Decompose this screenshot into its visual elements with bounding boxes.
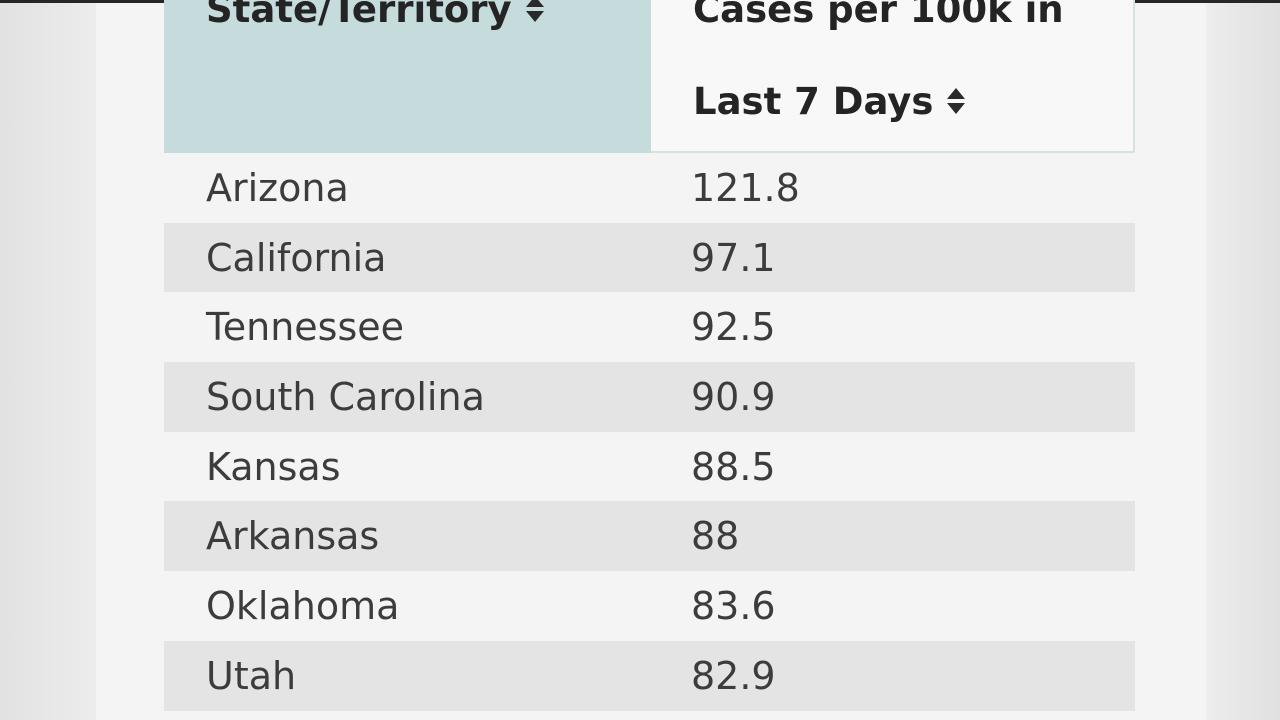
state-cell: Arizona bbox=[206, 165, 349, 210]
table-row: Arkansas 88 bbox=[164, 501, 1135, 572]
cases-cell: 121.8 bbox=[691, 165, 800, 210]
column-header-cases[interactable]: Cases per 100k in Last 7 Days bbox=[651, 0, 1135, 153]
cases-cell: 97.1 bbox=[691, 235, 776, 280]
state-cell: California bbox=[206, 235, 387, 280]
table-row: California 97.1 bbox=[164, 222, 1135, 293]
table-header: State/Territory Cases per 100k in Last 7… bbox=[164, 0, 1135, 153]
cases-cell: 88 bbox=[691, 514, 740, 559]
state-cell: Arkansas bbox=[206, 514, 380, 559]
cases-cell: 88.5 bbox=[691, 444, 776, 489]
sort-icon[interactable] bbox=[524, 0, 546, 25]
state-cell: Utah bbox=[206, 653, 297, 698]
cases-cell: 83.6 bbox=[691, 583, 776, 628]
table-row: Oklahoma 83.6 bbox=[164, 571, 1135, 641]
state-cell: Tennessee bbox=[206, 305, 405, 350]
state-header-text: State/Territory bbox=[206, 0, 512, 31]
cases-table: State/Territory Cases per 100k in Last 7… bbox=[164, 0, 1135, 711]
table-body: Arizona 121.8 California 97.1 Tennessee … bbox=[164, 153, 1135, 711]
column-header-state[interactable]: State/Territory bbox=[164, 0, 651, 153]
cases-cell: 90.9 bbox=[691, 374, 776, 419]
table-row: Arizona 121.8 bbox=[164, 153, 1135, 223]
column-header-state-label: State/Territory bbox=[206, 0, 546, 31]
cases-header-line1: Cases per 100k in bbox=[693, 0, 1064, 31]
cases-header-line2: Last 7 Days bbox=[693, 80, 934, 123]
column-header-cases-label: Last 7 Days bbox=[693, 80, 967, 123]
state-cell: South Carolina bbox=[206, 374, 485, 419]
cases-cell: 82.9 bbox=[691, 653, 776, 698]
cases-cell: 92.5 bbox=[691, 305, 776, 350]
table-row: Utah 82.9 bbox=[164, 640, 1135, 711]
table-row: Kansas 88.5 bbox=[164, 432, 1135, 502]
table-row: Tennessee 92.5 bbox=[164, 292, 1135, 362]
sort-icon[interactable] bbox=[945, 85, 967, 117]
state-cell: Oklahoma bbox=[206, 583, 400, 628]
state-cell: Kansas bbox=[206, 444, 341, 489]
table-row: South Carolina 90.9 bbox=[164, 362, 1135, 432]
